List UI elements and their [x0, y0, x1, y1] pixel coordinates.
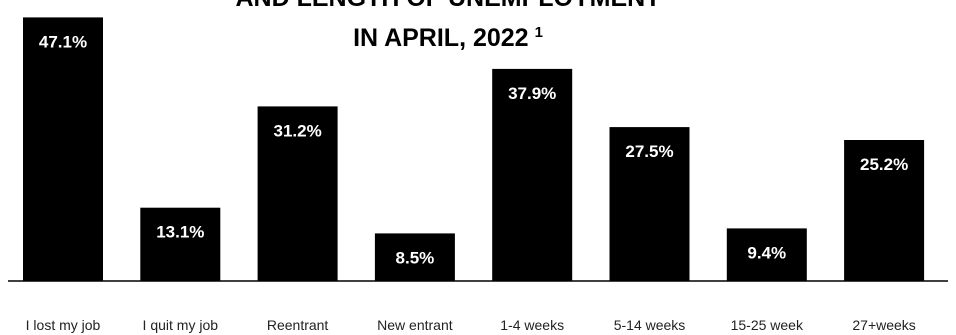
- bar-value-label-3: 8.5%: [396, 248, 435, 267]
- bar-value-label-7: 25.2%: [860, 155, 908, 174]
- bar-6: [726, 228, 807, 281]
- bar-value-label-5: 27.5%: [625, 142, 673, 161]
- category-label-2: Reentrant: [267, 317, 329, 333]
- chart-title-line-2: IN APRIL, 2022 1: [353, 24, 543, 52]
- bar-1: [140, 207, 221, 281]
- bar-7: [844, 140, 925, 281]
- bars-group: 47.1% I lost my job 13.1% I quit my job 31.2…: [23, 17, 925, 333]
- footnote-marker: 1: [535, 24, 543, 41]
- category-label-1: I quit my job: [143, 317, 219, 333]
- category-label-4: 1-4 weeks: [500, 317, 564, 333]
- bar-0: [23, 17, 103, 282]
- bar-5: [609, 127, 690, 281]
- category-label-6: 15-25 week: [731, 317, 804, 333]
- category-label-0: I lost my job: [26, 317, 101, 333]
- chart-title-text: IN APRIL, 2022: [353, 24, 529, 52]
- category-label-5: 5-14 weeks: [614, 317, 686, 333]
- bar-value-label-0: 47.1%: [39, 32, 87, 51]
- bar-value-label-6: 9.4%: [747, 243, 786, 262]
- bar-value-label-1: 13.1%: [156, 223, 204, 242]
- bar-4: [492, 68, 573, 282]
- category-label-7: 27+weeks: [852, 317, 915, 333]
- bar-value-label-4: 37.9%: [508, 84, 556, 103]
- bar-value-label-2: 31.2%: [273, 121, 321, 140]
- category-label-3: New entrant: [377, 317, 453, 333]
- bar-2: [257, 106, 338, 282]
- chart-title-line-1: AND LENGTH OF UNEMPLOYMENT: [236, 0, 661, 12]
- bar-3: [374, 233, 455, 281]
